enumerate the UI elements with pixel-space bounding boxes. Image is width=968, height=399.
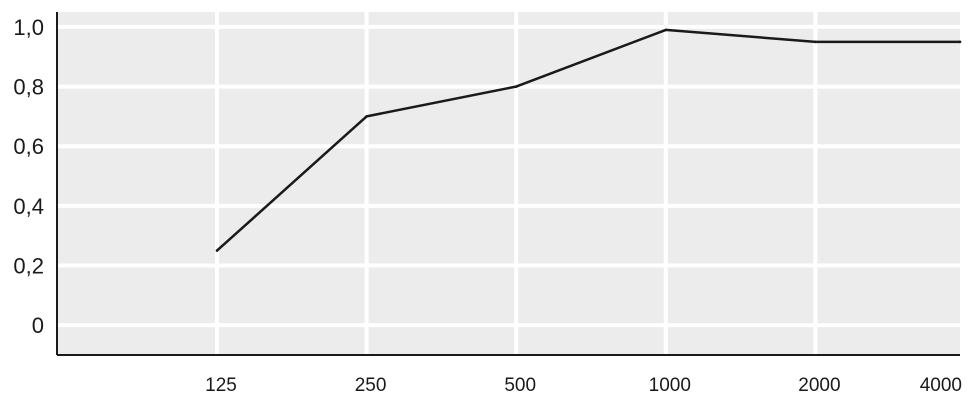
y-tick-label: 0,2 [13, 254, 44, 279]
data-point [514, 85, 518, 88]
data-point [814, 40, 817, 44]
data-point [664, 28, 668, 32]
grid [57, 12, 960, 354]
x-tick-label: 125 [205, 375, 237, 396]
data-point [215, 249, 219, 252]
x-tick-label: 250 [355, 375, 387, 396]
x-tick-label: 4000 [920, 375, 962, 396]
x-tick-label: 500 [504, 375, 536, 396]
x-tick-label: 1000 [649, 375, 691, 396]
y-tick-label: 0,8 [13, 75, 44, 100]
series-line [216, 28, 960, 252]
y-tick-label: 1,0 [13, 15, 44, 40]
axes [56, 12, 960, 356]
x-tick-labels: 125 250 500 1000 2000 4000 [205, 375, 962, 396]
y-tick-labels: 0 0,2 0,4 0,6 0,8 1,0 [13, 15, 44, 338]
series [215, 28, 962, 252]
plot-background [57, 12, 960, 355]
y-tick-label: 0,6 [13, 134, 44, 159]
y-tick-label: 0 [32, 313, 44, 338]
data-point [365, 115, 368, 118]
y-tick-label: 0,4 [13, 194, 44, 219]
data-point [958, 40, 962, 44]
x-tick-label: 2000 [798, 375, 840, 396]
